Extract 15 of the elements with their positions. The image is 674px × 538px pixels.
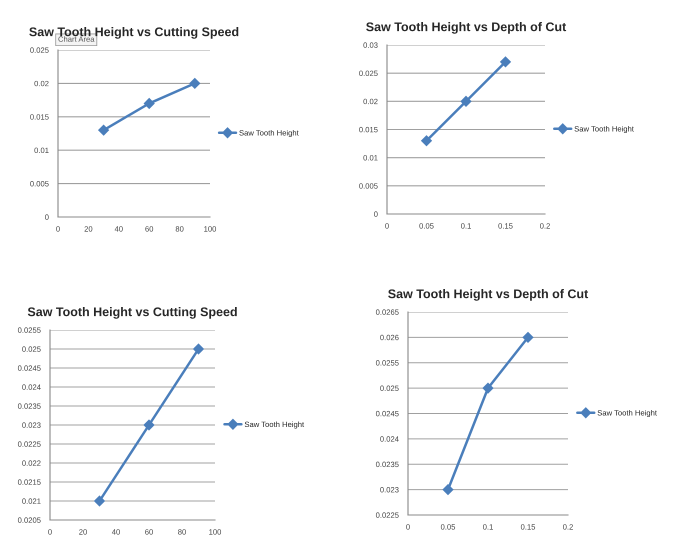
point — [482, 382, 494, 394]
chart-title: Saw Tooth Height vs Cutting Speed — [28, 307, 237, 319]
chart-title: Saw Tooth Height vs Depth of Cut — [388, 289, 588, 301]
point — [98, 124, 110, 136]
point — [94, 496, 105, 506]
point — [500, 56, 511, 68]
point — [442, 484, 454, 496]
point — [144, 98, 155, 109]
chart-title: Saw Tooth Height vs Depth of Cut — [366, 22, 566, 34]
point — [421, 135, 432, 146]
point — [144, 420, 154, 430]
point — [522, 332, 534, 343]
point — [460, 96, 472, 107]
point — [193, 344, 204, 354]
point — [189, 78, 200, 89]
